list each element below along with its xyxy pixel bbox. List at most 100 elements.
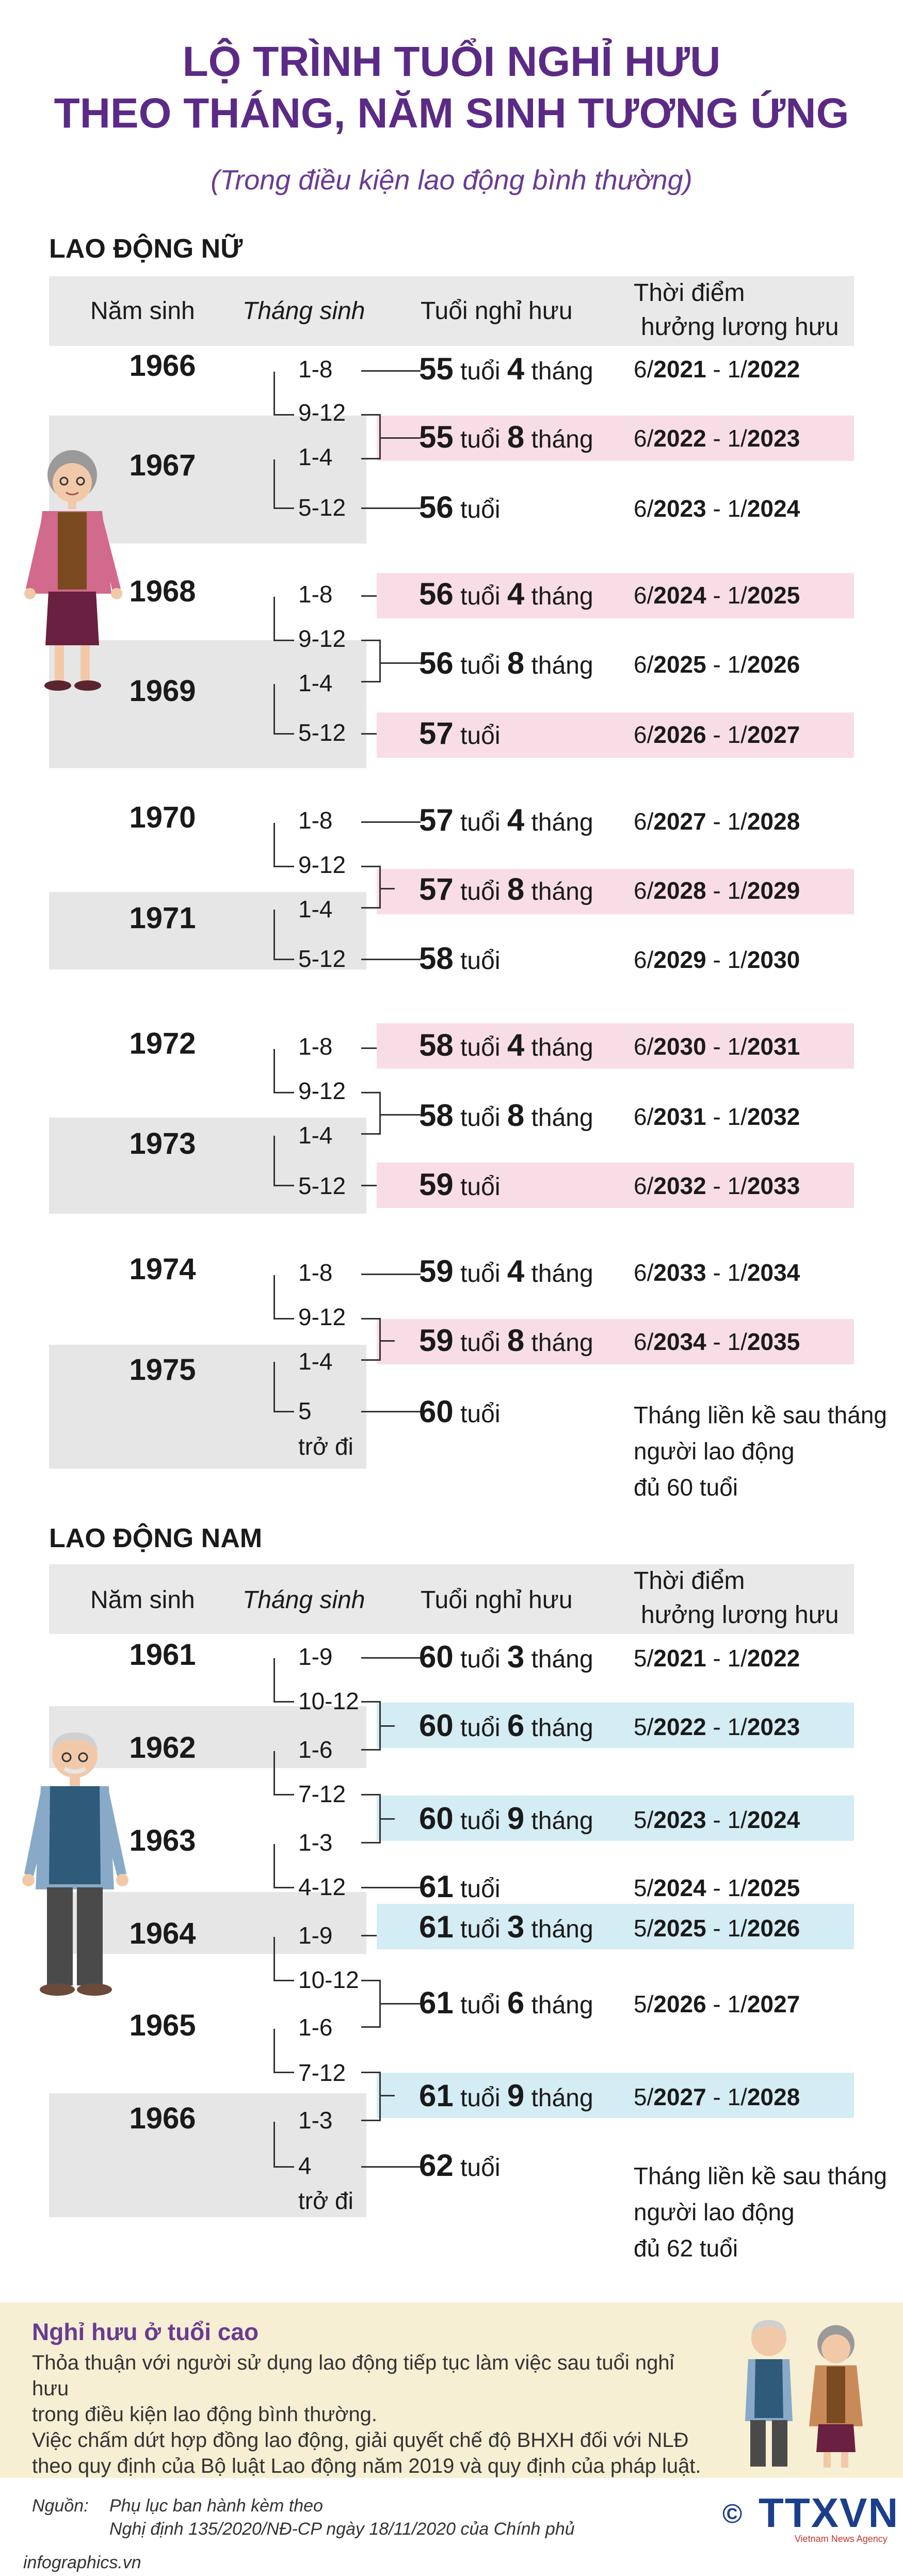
connector bbox=[379, 437, 421, 439]
connector bbox=[273, 1411, 294, 1412]
connector bbox=[361, 414, 381, 416]
connector bbox=[361, 959, 421, 960]
male-row-highlight bbox=[377, 1904, 854, 1949]
source-label: Nguồn: bbox=[32, 2496, 89, 2516]
connector bbox=[361, 907, 381, 909]
connector bbox=[361, 681, 381, 682]
male-year: 1964 bbox=[129, 1917, 196, 1950]
male-retire-age: 60 tuổi 9 tháng bbox=[419, 1801, 593, 1836]
female-pension-date: 6/2033 - 1/2034 bbox=[634, 1259, 800, 1286]
female-month: 5-12 bbox=[298, 719, 346, 746]
page-subtitle: (Trong điều kiện lao động bình thường) bbox=[211, 165, 692, 196]
connector bbox=[379, 1818, 395, 1820]
male-month: 1-9 bbox=[298, 1922, 333, 1949]
copyright-icon: © bbox=[722, 2499, 743, 2529]
connector bbox=[361, 1185, 377, 1186]
connector bbox=[379, 1092, 381, 1133]
female-pension-date: 6/2026 - 1/2027 bbox=[634, 721, 800, 748]
connector bbox=[273, 866, 294, 867]
connector bbox=[361, 458, 381, 459]
female-header-pension-1: Thời điểm bbox=[634, 279, 745, 307]
female-pension-date: 6/2024 - 1/2025 bbox=[634, 582, 800, 609]
female-retire-age: 57 tuổi 4 tháng bbox=[419, 803, 593, 837]
connector bbox=[361, 507, 421, 509]
female-month: 1-8 bbox=[298, 581, 333, 608]
female-retire-age: 57 tuổi bbox=[419, 716, 501, 751]
connector bbox=[361, 2166, 421, 2168]
male-month: 4-12 bbox=[298, 1873, 346, 1900]
female-month: 9-12 bbox=[298, 851, 346, 878]
female-pension-date: 6/2031 - 1/2032 bbox=[634, 1103, 800, 1130]
connector bbox=[273, 1362, 275, 1412]
female-pension-date: 6/2029 - 1/2030 bbox=[634, 946, 800, 973]
male-month: 1-3 bbox=[298, 2107, 333, 2134]
source-line2: Nghị định 135/2020/NĐ-CP ngày 18/11/2020… bbox=[109, 2519, 575, 2539]
male-retire-age: 60 tuổi 6 tháng bbox=[419, 1708, 593, 1743]
female-month: 1-8 bbox=[298, 356, 333, 383]
connector bbox=[273, 1701, 294, 1703]
female-pension-date: 6/2034 - 1/2035 bbox=[634, 1328, 800, 1355]
connector bbox=[361, 1274, 421, 1275]
female-month: 9-12 bbox=[298, 399, 346, 426]
connector bbox=[273, 959, 294, 960]
female-year: 1971 bbox=[129, 901, 196, 935]
male-pension-date: 5/2025 - 1/2026 bbox=[634, 1915, 800, 1942]
female-retire-age: 58 tuổi 4 tháng bbox=[419, 1028, 593, 1062]
connector bbox=[379, 1318, 381, 1359]
connector bbox=[379, 866, 381, 907]
connector bbox=[361, 1047, 377, 1049]
connector bbox=[361, 1411, 421, 1412]
connector bbox=[361, 2120, 381, 2121]
male-header-birth-month: Tháng sinh bbox=[243, 1586, 365, 1614]
female-month: 1-8 bbox=[298, 1033, 333, 1060]
connector bbox=[273, 2122, 275, 2167]
female-year: 1974 bbox=[129, 1252, 196, 1286]
connector bbox=[361, 2072, 381, 2073]
connector bbox=[361, 1842, 381, 1843]
female-header-retire-age: Tuổi nghỉ hưu bbox=[421, 297, 573, 325]
male-month: trở đi bbox=[298, 2187, 353, 2214]
elderly-couple-illustration bbox=[745, 2320, 863, 2468]
female-section-title: LAO ĐỘNG NỮ bbox=[49, 234, 243, 264]
connector bbox=[273, 597, 275, 641]
connector bbox=[361, 2026, 381, 2028]
elderly-woman-illustration bbox=[24, 450, 122, 691]
female-block-1971 bbox=[49, 892, 366, 969]
connector bbox=[273, 414, 294, 416]
female-month: 1-4 bbox=[298, 1348, 333, 1375]
connector bbox=[273, 1794, 294, 1795]
female-block-1975 bbox=[49, 1345, 366, 1469]
female-month: 9-12 bbox=[298, 1303, 346, 1330]
female-month: 9-12 bbox=[298, 625, 346, 652]
connector bbox=[273, 372, 275, 416]
connector bbox=[361, 1092, 381, 1093]
female-month: 1-8 bbox=[298, 807, 333, 834]
male-month: 10-12 bbox=[298, 1688, 359, 1714]
connector bbox=[361, 821, 421, 823]
female-retire-age: 57 tuổi 8 tháng bbox=[419, 872, 593, 907]
female-year: 1975 bbox=[129, 1353, 196, 1387]
connector bbox=[273, 2166, 294, 2168]
female-row-highlight bbox=[377, 416, 854, 461]
female-month: 1-4 bbox=[298, 670, 333, 696]
connector bbox=[379, 1725, 395, 1727]
male-year: 1961 bbox=[129, 1638, 196, 1672]
connector bbox=[361, 1359, 381, 1361]
female-row-highlight bbox=[377, 573, 854, 618]
female-pension-date: 6/2027 - 1/2028 bbox=[634, 808, 800, 835]
page-title-line1: LỘ TRÌNH TUỔI NGHỈ HƯU bbox=[182, 38, 721, 85]
female-month: 1-4 bbox=[298, 443, 333, 470]
male-pension-date: 5/2021 - 1/2022 bbox=[634, 1645, 800, 1672]
connector bbox=[273, 1844, 275, 1888]
connector bbox=[361, 1980, 381, 1981]
male-retire-age: 62 tuổi bbox=[419, 2148, 501, 2183]
female-pension-date: 6/2021 - 1/2022 bbox=[634, 356, 800, 383]
connector bbox=[273, 684, 275, 734]
connector bbox=[361, 595, 377, 597]
source-line1: Phụ lục ban hành kèm theo bbox=[109, 2496, 323, 2516]
male-header-birth-year: Năm sinh bbox=[90, 1586, 195, 1614]
male-section-title: LAO ĐỘNG NAM bbox=[49, 1523, 263, 1553]
female-last-note: Tháng liền kề sau tháng người lao động đủ … bbox=[634, 1402, 888, 1501]
male-pension-date: 5/2022 - 1/2023 bbox=[634, 1713, 800, 1740]
connector bbox=[361, 733, 377, 735]
